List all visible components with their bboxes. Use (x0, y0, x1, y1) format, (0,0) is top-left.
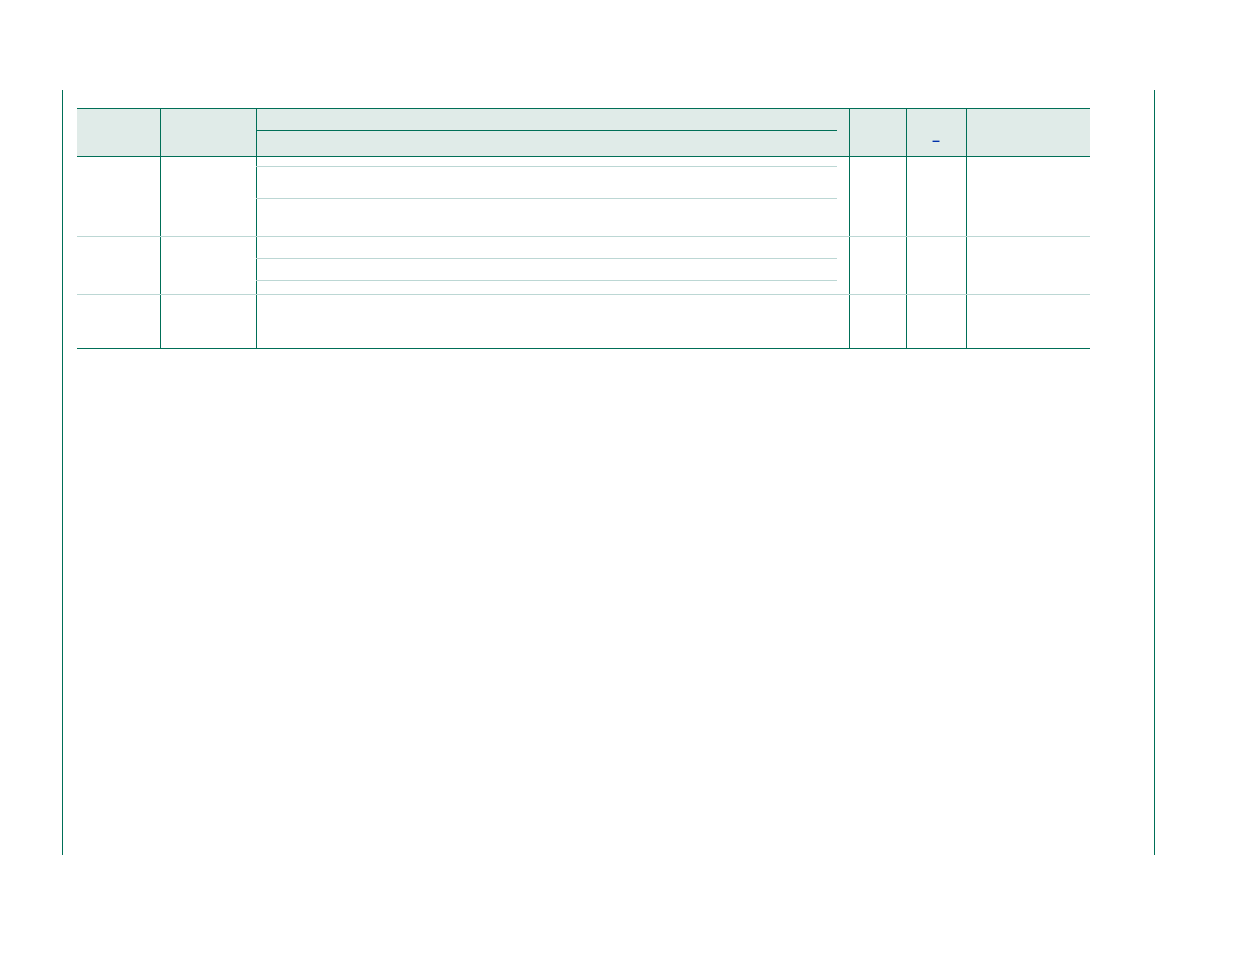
col-divider-5 (966, 108, 967, 348)
inner-row-divider-3 (256, 258, 837, 259)
inner-row-divider-4 (256, 280, 837, 281)
body-row-divider-2 (77, 294, 1090, 295)
col-divider-2 (256, 108, 257, 348)
inner-row-divider-2 (256, 198, 837, 199)
col-divider-3 (849, 108, 850, 348)
page: – (0, 0, 1235, 954)
table-bottom-border (77, 348, 1090, 349)
header-dash: – (932, 132, 940, 148)
inner-row-divider-1 (256, 166, 837, 167)
header-top-border (77, 108, 1090, 109)
col-divider-4 (906, 108, 907, 348)
col-divider-1 (160, 108, 161, 348)
outer-right-border (1154, 90, 1155, 855)
header-bottom-border (77, 156, 1090, 157)
outer-left-border (62, 90, 63, 855)
header-row2-divider (256, 130, 837, 131)
body-row-divider-1 (77, 236, 1090, 237)
